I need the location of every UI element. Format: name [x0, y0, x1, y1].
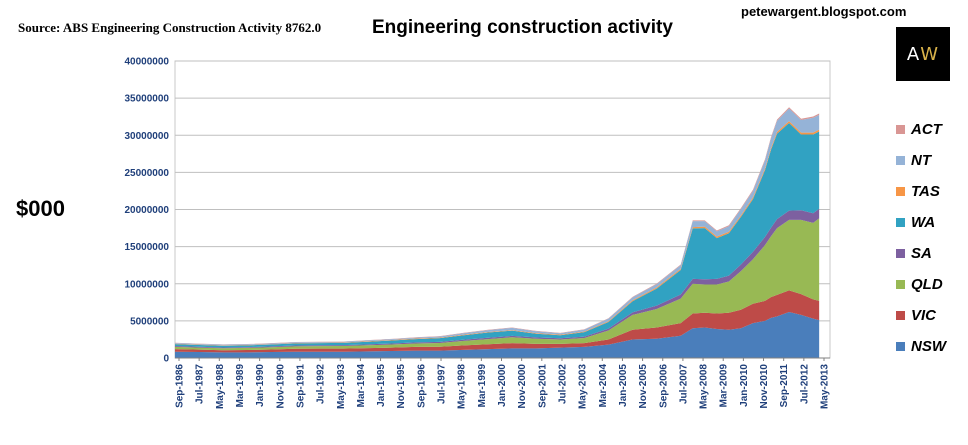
- x-tick-label: Jul-2012: [799, 364, 810, 404]
- x-tick-label: May-2003: [578, 364, 589, 409]
- legend-item-sa: SA: [896, 244, 932, 262]
- x-tick-label: Jul-2007: [678, 364, 689, 404]
- y-tick-label: 20000000: [125, 205, 170, 216]
- legend-swatch: [896, 341, 905, 351]
- legend-swatch: [896, 279, 905, 289]
- x-tick-label: Mar-2009: [719, 364, 730, 408]
- y-tick-label: 35000000: [125, 94, 170, 105]
- legend-label: ACT: [911, 120, 942, 138]
- x-tick-label: Sep-1996: [416, 364, 427, 408]
- legend-label: TAS: [911, 182, 940, 200]
- legend-label: VIC: [911, 306, 937, 324]
- x-tick-label: Nov-2005: [638, 364, 649, 409]
- y-tick-label: 40000000: [125, 57, 170, 68]
- x-tick-label: Jan-2000: [497, 364, 508, 407]
- x-tick-label: Jan-2005: [618, 364, 629, 407]
- x-tick-label: Jan-1995: [376, 364, 387, 407]
- x-tick-label: Jan-2010: [739, 364, 750, 407]
- legend-swatch: [896, 310, 905, 320]
- area-nt: [175, 108, 820, 346]
- y-tick-label: 0: [163, 354, 169, 365]
- x-tick-label: Sep-1986: [175, 364, 186, 408]
- x-tick-label: Jan-1990: [255, 364, 266, 407]
- area-nsw: [175, 311, 820, 358]
- area-qld: [175, 218, 820, 351]
- x-tick-label: Jul-1992: [316, 364, 327, 404]
- y-tick-label: 10000000: [125, 279, 170, 290]
- legend-item-act: ACT: [896, 120, 942, 138]
- stacked-areas: [175, 107, 820, 358]
- legend-swatch: [896, 155, 905, 165]
- x-tick-label: Jul-1987: [195, 364, 206, 404]
- area-vic: [175, 290, 820, 353]
- x-tick-label: Mar-1999: [477, 364, 488, 408]
- area-wa: [175, 122, 820, 348]
- x-tick-label: Nov-2000: [517, 364, 528, 409]
- x-tick-label: May-2008: [699, 364, 710, 409]
- legend-item-wa: WA: [896, 213, 935, 231]
- x-tick-label: May-1998: [457, 364, 468, 409]
- legend-item-tas: TAS: [896, 182, 940, 200]
- x-tick-label: Sep-1991: [295, 364, 306, 408]
- legend-swatch: [896, 217, 905, 227]
- x-tick-label: Mar-1994: [356, 364, 367, 408]
- x-tick-label: May-2013: [820, 364, 831, 409]
- legend-swatch: [896, 124, 905, 134]
- y-tick-label: 30000000: [125, 131, 170, 142]
- x-tick-label: May-1988: [215, 364, 226, 409]
- x-tick-label: Mar-2004: [598, 364, 609, 408]
- y-tick-label: 25000000: [125, 168, 170, 179]
- x-tick-label: Sep-2006: [658, 364, 669, 408]
- legend-swatch: [896, 248, 905, 258]
- x-tick-label: Nov-1990: [275, 364, 286, 409]
- x-tick-label: May-1993: [336, 364, 347, 409]
- x-tick-label: Sep-2011: [779, 364, 790, 408]
- y-tick-label: 5000000: [130, 316, 169, 327]
- legend-label: NT: [911, 151, 931, 169]
- legend-item-qld: QLD: [896, 275, 943, 293]
- logo-letter-w: W: [920, 43, 940, 65]
- x-tick-label: Jul-2002: [557, 364, 568, 404]
- x-tick-label: Jul-1997: [437, 364, 448, 404]
- y-tick-label: 15000000: [125, 242, 170, 253]
- legend-item-vic: VIC: [896, 306, 936, 324]
- x-axis-ticks: Sep-1986 Jul-1987 May-1988 Mar-1989 Jan-1990…: [175, 358, 831, 409]
- unit-label: $000: [16, 196, 65, 221]
- x-tick-label: Nov-2010: [759, 364, 770, 409]
- legend-label: QLD: [911, 275, 943, 293]
- legend-item-nsw: NSW: [896, 337, 946, 355]
- legend-label: NSW: [911, 337, 946, 355]
- x-tick-label: Mar-1989: [235, 364, 246, 408]
- blog-url: petewargent.blogspot.com: [741, 4, 907, 19]
- legend-label: WA: [911, 213, 936, 231]
- legend-label: SA: [911, 244, 932, 262]
- logo-letter-a: A: [906, 43, 921, 65]
- x-tick-label: Nov-1995: [396, 364, 407, 409]
- chart-title: Engineering construction activity: [372, 17, 673, 38]
- legend-swatch: [896, 186, 905, 196]
- y-axis-ticks: 0 5000000 10000000 15000000 20000000 25000000…: [125, 57, 170, 365]
- legend-item-nt: NT: [896, 151, 931, 169]
- x-tick-label: Sep-2001: [537, 364, 548, 408]
- source-note: Source: ABS Engineering Construction Act…: [18, 20, 322, 35]
